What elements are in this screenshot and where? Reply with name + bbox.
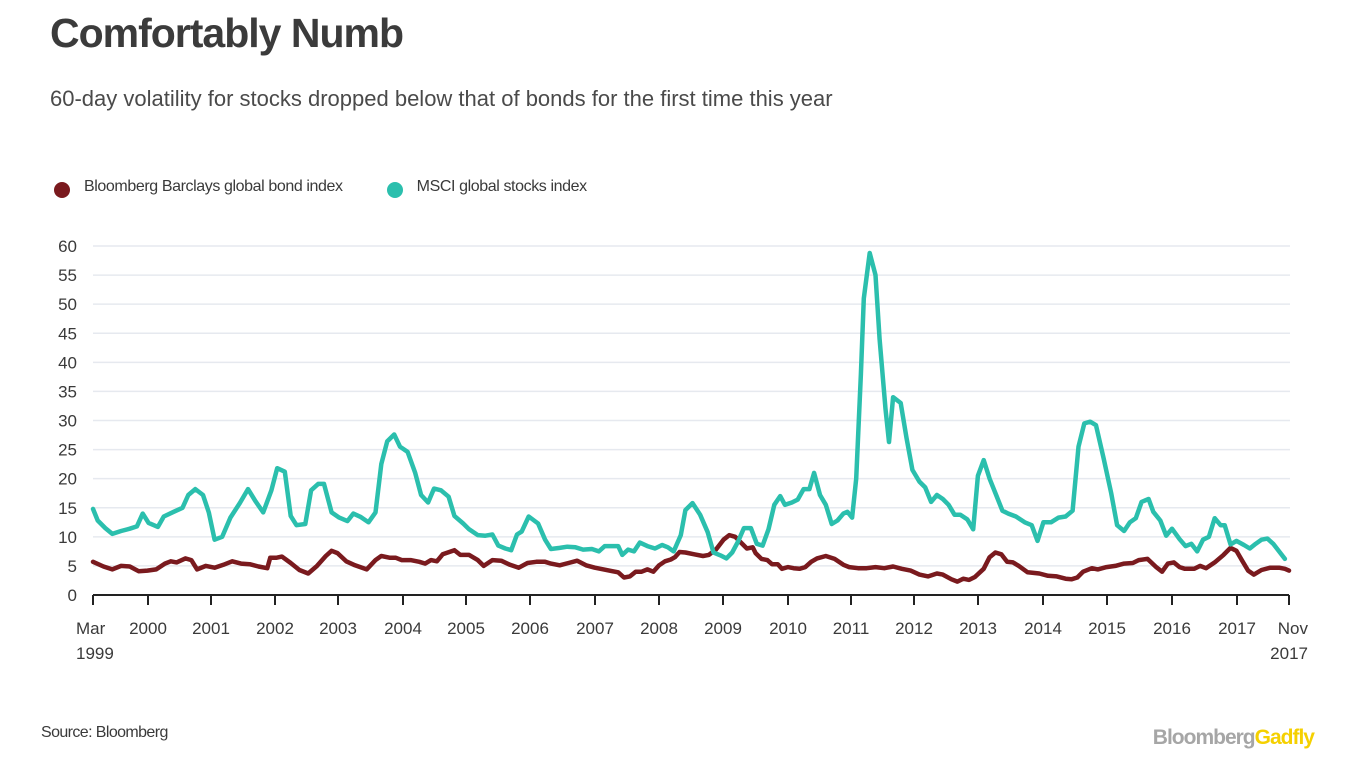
x-tick-label: 2014 [1024, 619, 1062, 638]
legend: Bloomberg Barclays global bond index MSC… [54, 176, 631, 198]
x-tick-label: 2009 [704, 619, 742, 638]
x-tick-label: 2016 [1153, 619, 1191, 638]
source-note: Source: Bloomberg [41, 724, 168, 741]
y-tick-label: 45 [58, 324, 77, 343]
legend-label-stocks: MSCI global stocks index [416, 178, 587, 195]
series-line-stocks [90, 250, 1288, 562]
x-tick-label: 2008 [640, 619, 678, 638]
brand-bloomberg: Bloomberg [1152, 726, 1256, 749]
y-tick-label: 50 [58, 295, 77, 314]
y-tick-label: 10 [58, 528, 77, 547]
brand-gadfly: Gadfly [1254, 726, 1315, 749]
y-tick-label: 5 [68, 557, 77, 576]
x-tick-label: 2004 [384, 619, 422, 638]
series-lines [90, 250, 1292, 584]
gridlines [93, 245, 1290, 567]
legend-dot-bond-icon [54, 182, 70, 198]
y-tick-label: 55 [58, 266, 77, 285]
x-axis: Mar 1999 2000 2001 2002 2003 2004 2005 2006 2007 2… [76, 594, 1309, 663]
legend-item-bond: Bloomberg Barclays global bond index [54, 176, 343, 198]
x-tick-label: Nov [1278, 619, 1309, 638]
y-tick-label: 0 [68, 586, 77, 605]
y-tick-label: 25 [58, 441, 77, 460]
y-tick-label: 30 [58, 412, 77, 431]
y-axis: 0 5 10 15 20 25 30 35 40 45 50 55 60 [58, 237, 77, 605]
x-tick-label-year: 1999 [76, 644, 114, 663]
chart-subtitle: 60-day volatility for stocks dropped bel… [50, 86, 833, 111]
x-tick-label: 2017 [1218, 619, 1256, 638]
x-tick-label: 2015 [1088, 619, 1126, 638]
x-tick-label: 2011 [833, 619, 870, 638]
legend-label-bond: Bloomberg Barclays global bond index [84, 178, 343, 195]
x-tick-label: 2013 [959, 619, 997, 638]
series-line-bond [90, 532, 1292, 584]
x-tick-label-year: 2017 [1270, 644, 1308, 663]
x-tick-label: 2010 [769, 619, 807, 638]
x-tick-label: 2002 [256, 619, 294, 638]
y-tick-label: 20 [58, 470, 77, 489]
x-tick-label: 2000 [129, 619, 167, 638]
y-tick-label: 15 [58, 499, 77, 518]
x-tick-label: 2007 [576, 619, 614, 638]
brand-logo: BloombergGadfly [1152, 726, 1315, 750]
legend-item-stocks: MSCI global stocks index [386, 176, 587, 198]
x-tick-label: 2001 [192, 619, 230, 638]
y-tick-label: 60 [58, 237, 77, 256]
x-tick-label: 2003 [319, 619, 357, 638]
y-tick-label: 40 [58, 353, 77, 372]
x-tick-label: Mar [76, 619, 106, 638]
x-tick-label: 2012 [895, 619, 933, 638]
y-tick-label: 35 [58, 382, 77, 401]
x-tick-label: 2005 [447, 619, 485, 638]
legend-dot-stocks-icon [386, 182, 403, 198]
x-tick-label: 2006 [511, 619, 549, 638]
chart-title: Comfortably Numb [50, 10, 404, 56]
